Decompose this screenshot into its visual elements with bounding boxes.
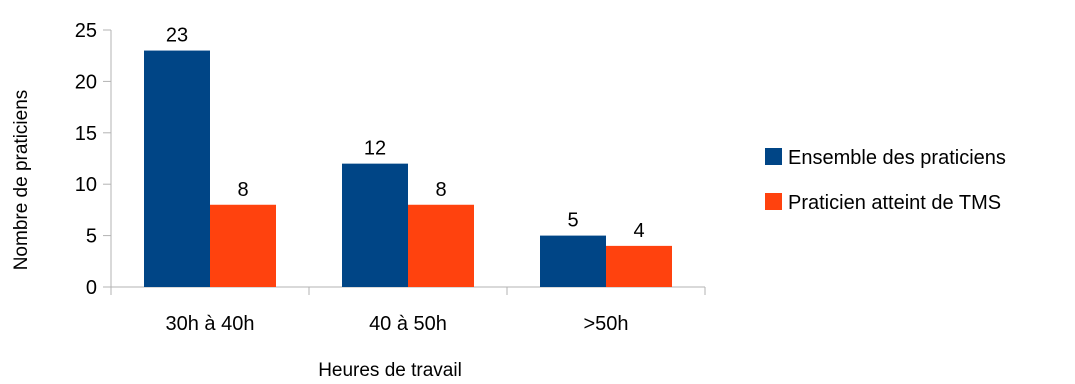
y-tick-label: 15 [75, 123, 97, 145]
x-category-label: 30h à 40h [166, 313, 255, 335]
legend: Ensemble des praticiens Praticien atteint… [765, 147, 1006, 214]
bar-value-label: 8 [435, 179, 446, 201]
y-axis-title: Nombre de praticiens [11, 90, 32, 271]
legend-label: Ensemble des praticiens [788, 147, 1006, 169]
x-category-label: >50h [583, 313, 628, 335]
bar-value-label: 5 [567, 210, 578, 232]
bar [144, 50, 210, 288]
y-tick-label: 10 [75, 174, 97, 196]
bar-value-label: 8 [237, 179, 248, 201]
x-axis-title: Heures de travail [318, 360, 462, 379]
legend-label: Praticien atteint de TMS [788, 192, 1001, 214]
legend-swatch [765, 193, 782, 210]
y-tick-label: 0 [86, 277, 97, 299]
bar [540, 235, 606, 287]
legend-swatch [765, 148, 782, 165]
bar [342, 163, 408, 287]
bar-value-label: 12 [364, 138, 386, 160]
bar [210, 204, 276, 287]
x-category-label: 40 à 50h [369, 313, 447, 335]
data-labels: 23 8 12 8 5 4 [166, 25, 645, 242]
bars [144, 50, 672, 288]
bar-value-label: 4 [633, 220, 644, 242]
axes: 0 5 10 15 20 25 30h à 40h 40 à 50h >50h [75, 20, 706, 335]
y-tick-label: 20 [75, 71, 97, 93]
bar-value-label: 23 [166, 25, 188, 47]
bar [408, 204, 474, 287]
y-tick-label: 5 [86, 226, 97, 248]
y-tick-label: 25 [75, 20, 97, 42]
bar [606, 245, 672, 287]
